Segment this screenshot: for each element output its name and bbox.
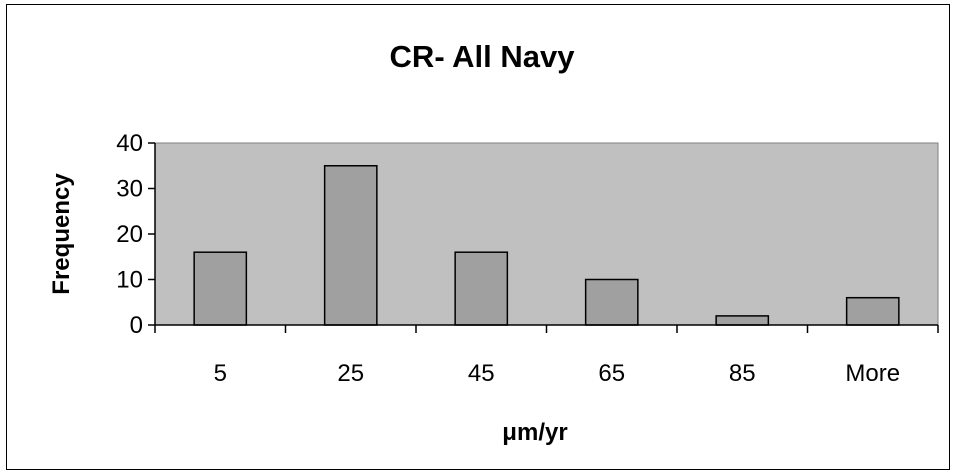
y-ticks-group: 0 10 20 30 40 xyxy=(116,130,155,339)
x-tick-label: 85 xyxy=(729,360,756,387)
bar-85 xyxy=(715,315,770,326)
y-tick-label: 10 xyxy=(116,267,143,294)
plot-area xyxy=(154,142,939,326)
bar-5 xyxy=(193,251,248,326)
x-tick-label: 45 xyxy=(468,360,495,387)
x-tick-label: 65 xyxy=(598,360,625,387)
bar-45 xyxy=(454,251,509,326)
y-tick-label: 40 xyxy=(116,130,143,157)
y-tick-label: 0 xyxy=(130,312,143,339)
y-tick-label: 30 xyxy=(116,176,143,203)
chart-title: CR- All Navy xyxy=(390,39,576,74)
bars-group xyxy=(193,165,900,326)
x-tick-label: 25 xyxy=(337,360,364,387)
x-tick-label: More xyxy=(845,360,900,387)
y-axis-title: Frequency xyxy=(48,173,75,295)
x-tick-label: 5 xyxy=(214,360,227,387)
x-ticks-group: 5 25 45 65 85 More xyxy=(154,325,939,387)
bar-more xyxy=(845,296,900,326)
bar-65 xyxy=(584,278,639,326)
x-axis-title: μm/yr xyxy=(502,419,567,446)
y-tick-label: 20 xyxy=(116,221,143,248)
bar-25 xyxy=(323,165,378,326)
